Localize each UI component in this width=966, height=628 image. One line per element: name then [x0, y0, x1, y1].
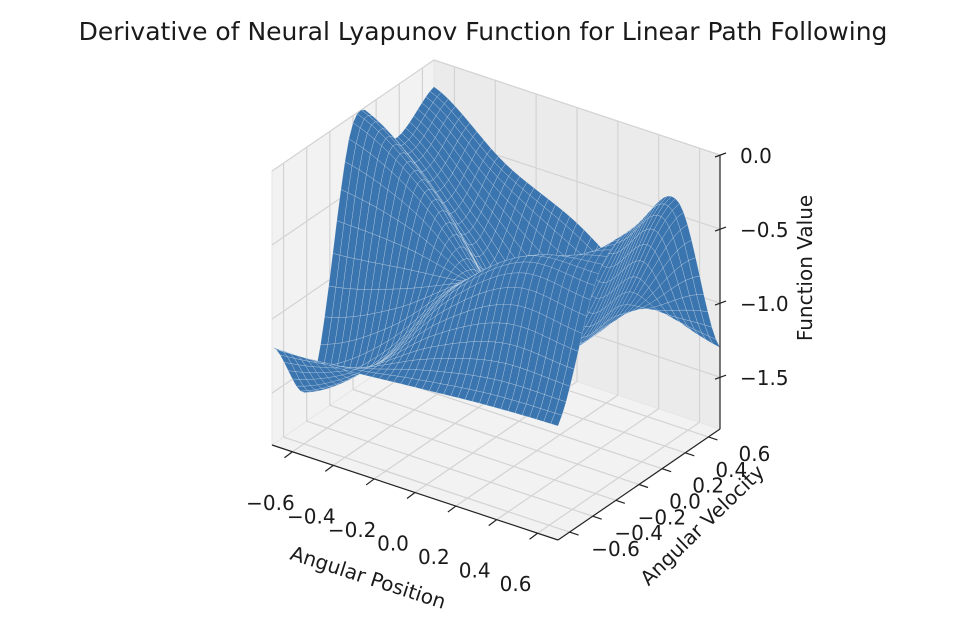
- axes-ticks: −0.6−0.4−0.20.00.20.40.6−0.6−0.4−0.20.00…: [246, 144, 788, 596]
- x-tick-mark: [365, 478, 375, 486]
- x-tick-label: 0.2: [418, 545, 450, 569]
- floor-gridline-y: [283, 436, 570, 533]
- y-tick-mark: [592, 515, 602, 520]
- z-tick-mark: [714, 226, 727, 232]
- y-tick-label: −0.4: [614, 521, 663, 545]
- x-tick-mark: [406, 492, 416, 499]
- z-tick-label: −0.5: [740, 218, 789, 242]
- z-tick-mark: [714, 374, 727, 380]
- x-tick-mark: [529, 532, 538, 540]
- x-tick-label: −0.4: [287, 504, 336, 528]
- x-tick-label: −0.6: [246, 491, 295, 515]
- x-tick-mark: [324, 464, 334, 472]
- y-tick-mark: [661, 468, 672, 473]
- z-tick-mark: [714, 152, 727, 158]
- floor-gridline-y: [329, 404, 617, 501]
- z-tick-label: −1.0: [740, 292, 789, 316]
- z-tick-label: −1.5: [740, 366, 789, 390]
- floor-gridline-y: [352, 388, 640, 486]
- y-tick-mark: [685, 452, 695, 457]
- y-tick-mark: [569, 531, 579, 536]
- chart-title: Derivative of Neural Lyapunov Function f…: [79, 17, 888, 46]
- y-tick-label: −0.2: [638, 505, 687, 529]
- x-tick-mark: [284, 451, 293, 459]
- x-tick-label: −0.2: [328, 518, 377, 542]
- y-tick-mark: [638, 483, 649, 489]
- x-tick-label: 0.0: [377, 532, 409, 556]
- x-tick-label: 0.6: [500, 572, 532, 596]
- y-tick-label: 0.2: [692, 474, 724, 498]
- y-tick-label: 0.6: [739, 442, 771, 466]
- z-tick-mark: [714, 300, 727, 306]
- y-tick-label: 0.4: [715, 458, 747, 482]
- x-tick-mark: [488, 519, 498, 527]
- x-tick-mark: [447, 505, 457, 513]
- y-tick-mark: [615, 499, 626, 504]
- wall-gridline-z: [271, 59, 435, 172]
- y-tick-label: −0.6: [591, 537, 640, 561]
- z-tick-label: 0.0: [740, 144, 772, 168]
- back-gridline-z: [433, 59, 721, 156]
- y-tick-mark: [708, 436, 718, 441]
- surface-mesh: [271, 86, 721, 427]
- y-tick-label: 0.0: [669, 490, 701, 514]
- floor-gridline-y: [306, 420, 593, 517]
- surface-patch: [550, 412, 563, 427]
- z-axis-label: Function Value: [793, 195, 817, 341]
- x-tick-label: 0.4: [459, 559, 491, 583]
